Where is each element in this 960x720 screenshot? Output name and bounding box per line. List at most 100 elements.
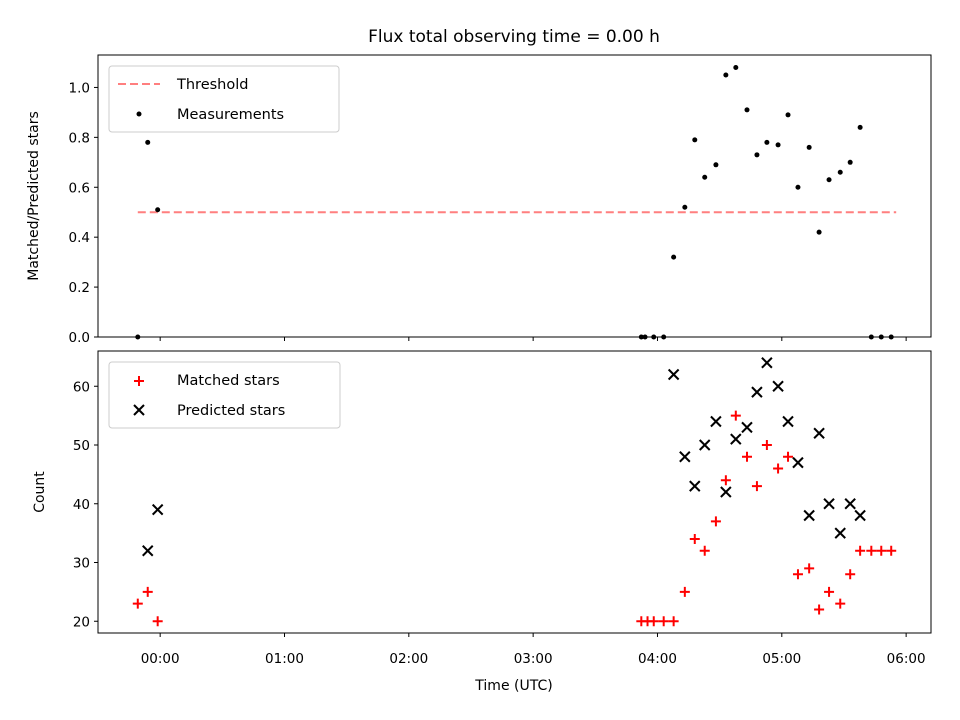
- ratio-y-tick-label: 1.0: [69, 80, 90, 96]
- ratio-y-tick-label: 0.4: [69, 230, 90, 246]
- measurement-point: [837, 169, 843, 175]
- measurement-point: [671, 254, 677, 260]
- predicted-star-point: [667, 368, 680, 381]
- matched-star-point: [845, 569, 856, 580]
- measurement-point: [888, 334, 894, 340]
- count-x-tick-label: 01:00: [265, 651, 304, 667]
- count-x-tick-label: 04:00: [638, 651, 677, 667]
- matched-star-point: [835, 598, 846, 609]
- legend-measurements-swatch: [136, 111, 142, 117]
- measurement-point: [764, 139, 770, 145]
- predicted-star-point: [761, 357, 773, 369]
- measurement-point: [661, 334, 667, 340]
- count-panel: 20 30 40 50 60 00:00 01:00 02:00 03:00 04:00 05:0…: [32, 350, 932, 694]
- predicted-star-point: [679, 451, 691, 463]
- predicted-star-point: [741, 421, 753, 434]
- measurement-point: [847, 159, 853, 165]
- legend-threshold-label: Threshold: [176, 77, 248, 93]
- count-y-tick-label: 30: [73, 556, 90, 572]
- count-y-tick-label: 40: [73, 497, 90, 513]
- predicted-star-point: [730, 433, 742, 445]
- count-y-axis: 20 30 40 50 60: [73, 379, 98, 630]
- legend-measurements-label: Measurements: [177, 107, 284, 123]
- predicted-star-point: [834, 527, 846, 539]
- matched-star-point: [886, 545, 897, 556]
- predicted-star-point: [803, 509, 815, 522]
- ratio-panel-frame: [97, 54, 932, 338]
- legend-predicted-label: Predicted stars: [177, 403, 285, 419]
- ratio-y-tick-label: 0.6: [69, 180, 90, 196]
- ratio-panel: 0.0 0.2 0.4 0.6 0.8 1.0 Matched/Predicted sta…: [26, 54, 932, 346]
- measurement-point: [682, 204, 688, 210]
- ratio-y-tick-label: 0.0: [69, 330, 90, 346]
- matched-star-point: [142, 586, 153, 597]
- matched-star-point: [741, 451, 752, 462]
- predicted-star-point: [823, 498, 835, 510]
- predicted-star-point: [720, 486, 732, 498]
- matched-star-point: [824, 586, 835, 597]
- count-legend: Matched stars Predicted stars: [108, 361, 341, 429]
- predicted-star-point: [710, 415, 722, 428]
- ratio-y-tick-label: 0.2: [69, 280, 90, 296]
- matched-star-point: [773, 463, 784, 474]
- measurement-point: [651, 334, 657, 340]
- measurement-point: [826, 177, 832, 183]
- count-x-axis: 00:00 01:00 02:00 03:00 04:00 05:00 06:00: [141, 633, 926, 667]
- matched-star-point: [679, 586, 690, 597]
- matched-star-point: [876, 545, 887, 556]
- matched-star-point: [689, 534, 700, 544]
- measurement-points: [135, 64, 894, 340]
- matched-star-point: [761, 440, 772, 450]
- measurement-point: [795, 184, 801, 190]
- matched-star-point: [792, 569, 803, 580]
- ratio-legend: Threshold Measurements: [108, 65, 340, 133]
- measurement-point: [806, 144, 812, 150]
- matched-star-point: [720, 475, 731, 486]
- matched-star-point: [783, 451, 794, 462]
- predicted-star-point: [151, 503, 164, 516]
- predicted-star-point: [751, 386, 763, 398]
- matched-star-point: [648, 616, 659, 627]
- ratio-y-axis: 0.0 0.2 0.4 0.6 0.8 1.0: [69, 80, 98, 346]
- ratio-y-axis-label: Matched/Predicted stars: [26, 111, 42, 281]
- measurement-point: [785, 112, 791, 118]
- predicted-star-point: [689, 480, 701, 492]
- measurement-point: [857, 124, 863, 130]
- measurement-point: [155, 207, 161, 213]
- predicted-star-point: [699, 439, 711, 451]
- measurement-point: [642, 334, 648, 340]
- matched-star-point: [751, 481, 762, 492]
- matched-star-point: [814, 604, 825, 615]
- predicted-star-point: [813, 427, 825, 439]
- matched-star-point: [699, 545, 710, 556]
- legend-matched-label: Matched stars: [177, 373, 280, 389]
- count-panel-frame: [97, 350, 932, 634]
- ratio-x-ticks: [159, 337, 907, 341]
- ratio-y-tick-label: 0.8: [69, 130, 90, 146]
- legend-matched-swatch: [134, 376, 144, 386]
- count-x-tick-label: 05:00: [762, 651, 801, 667]
- ratio-legend-box: [108, 65, 340, 133]
- matched-star-point: [710, 516, 721, 527]
- measurement-point: [868, 334, 874, 340]
- predicted-star-point: [854, 509, 866, 522]
- measurement-point: [723, 72, 729, 78]
- predicted-star-point: [772, 380, 784, 392]
- predicted-star-point: [782, 415, 794, 428]
- count-y-axis-label: Count: [32, 471, 48, 513]
- chart-title: Flux total observing time = 0.00 h: [368, 27, 660, 47]
- count-y-tick-label: 20: [73, 614, 90, 630]
- measurement-point: [744, 107, 750, 113]
- x-axis-label: Time (UTC): [474, 678, 552, 694]
- measurement-point: [145, 139, 151, 145]
- legend-predicted-swatch: [133, 404, 145, 416]
- measurement-point: [878, 334, 884, 340]
- predicted-star-point: [844, 498, 856, 510]
- matched-star-point: [855, 545, 866, 556]
- count-x-tick-label: 00:00: [141, 651, 180, 667]
- count-y-tick-label: 60: [73, 379, 90, 395]
- matched-stars-points: [132, 410, 897, 627]
- matched-star-point: [132, 598, 143, 609]
- matched-star-point: [668, 616, 679, 627]
